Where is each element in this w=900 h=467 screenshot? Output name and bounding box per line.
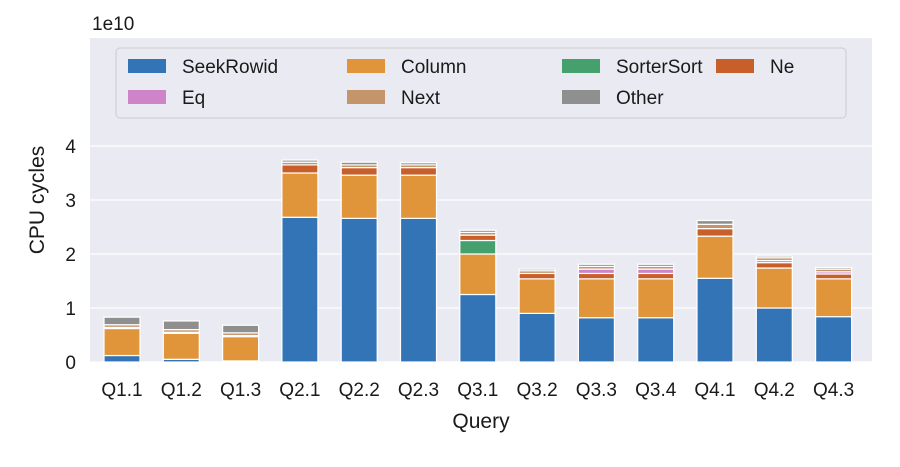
y-tick-label: 0 xyxy=(65,353,76,374)
x-tick-label: Q3.1 xyxy=(457,380,498,401)
legend-label-seekrowid: SeekRowid xyxy=(182,57,278,78)
bar-segment-ne xyxy=(340,167,378,176)
bar-segment-seekrowid xyxy=(459,293,497,363)
bar-segment-seekrowid xyxy=(637,317,675,363)
bar-segment-ne xyxy=(281,164,319,174)
legend-swatch-column xyxy=(347,59,385,73)
legend-label-sortersort: SorterSort xyxy=(616,57,703,78)
legend-label-eq: Eq xyxy=(182,88,205,109)
bar-segment-seekrowid xyxy=(399,217,438,363)
bar-segment-eq xyxy=(637,268,675,275)
bar-segment-other xyxy=(281,159,319,163)
bar-segment-seekrowid xyxy=(696,277,734,363)
bar-segment-column xyxy=(518,278,556,314)
y-tick-label: 1 xyxy=(65,299,76,320)
bar-segment-other xyxy=(755,255,793,259)
bar-segment-other xyxy=(637,263,675,268)
legend-label-other: Other xyxy=(616,88,664,109)
bar-segment-column xyxy=(637,278,675,319)
x-tick-label: Q1.2 xyxy=(161,380,202,401)
bar-segment-seekrowid xyxy=(814,316,853,363)
x-tick-label: Q1.3 xyxy=(220,380,261,401)
bar-segment-other xyxy=(399,162,438,166)
bar-segment-seekrowid xyxy=(755,307,793,363)
bar-segment-column xyxy=(459,253,497,296)
bar-segment-column xyxy=(222,336,260,362)
bar-segment-column xyxy=(103,327,141,357)
x-tick-label: Q3.4 xyxy=(635,380,677,401)
x-tick-labels: Q1.1 Q1.2 Q1.3 Q2.1 Q2.2 Q2.3 Q3.1 Q3.2 Q3.3 Q3.4… xyxy=(101,380,854,401)
bar-segment-column xyxy=(814,278,853,318)
bar-segment-ne xyxy=(696,228,734,237)
bar-segment-column xyxy=(281,172,319,218)
bar-segment-seekrowid xyxy=(577,317,616,363)
bar-segment-seekrowid xyxy=(281,216,319,363)
x-tick-label: Q3.2 xyxy=(516,380,557,401)
bars xyxy=(103,159,853,363)
y-tick-label: 4 xyxy=(65,137,76,158)
bar-segment-ne xyxy=(637,272,675,280)
bar-segment-other xyxy=(696,219,734,225)
legend-label-next: Next xyxy=(401,88,441,109)
legend-swatch-eq xyxy=(128,90,166,104)
bar-segment-other xyxy=(459,229,497,234)
legend-swatch-ne xyxy=(716,59,754,73)
y-axis-label: CPU cycles xyxy=(26,146,49,255)
bar-segment-other xyxy=(814,266,853,270)
x-tick-label: Q4.1 xyxy=(694,380,735,401)
legend-swatch-other xyxy=(562,90,600,104)
bar-segment-ne xyxy=(814,273,853,280)
bar-segment-seekrowid xyxy=(340,217,378,363)
x-tick-label: Q2.3 xyxy=(398,380,439,401)
bar-segment-ne xyxy=(755,262,793,269)
bar-segment-other xyxy=(518,268,556,272)
bar-segment-other xyxy=(162,320,200,331)
bar-segment-column xyxy=(755,267,793,309)
y-axis-offset-label: 1e10 xyxy=(92,14,134,35)
bar-segment-ne xyxy=(399,167,438,176)
bar-segment-next xyxy=(696,223,734,230)
bar-segment-ne xyxy=(518,272,556,280)
y-tick-label: 3 xyxy=(65,191,76,212)
bar-segment-seekrowid xyxy=(518,312,556,363)
x-tick-label: Q1.1 xyxy=(101,380,142,401)
x-axis-label: Query xyxy=(452,410,510,433)
bar-segment-other xyxy=(577,263,616,268)
bar-segment-column xyxy=(399,174,438,219)
bar-segment-column xyxy=(162,332,200,360)
bar-segment-other xyxy=(340,161,378,166)
legend-box xyxy=(115,47,847,119)
y-tick-labels: 0 1 2 3 4 xyxy=(65,137,76,374)
bar-segment-seekrowid xyxy=(103,354,141,363)
x-tick-label: Q3.3 xyxy=(576,380,617,401)
bar-segment-other xyxy=(103,316,141,326)
x-tick-label: Q4.2 xyxy=(754,380,795,401)
bar-segment-column xyxy=(577,278,616,319)
bar-segment-eq xyxy=(577,268,616,275)
bar-segment-ne xyxy=(459,234,497,242)
bar-segment-other xyxy=(222,324,260,334)
bar-segment-ne xyxy=(577,272,616,280)
legend-swatch-next xyxy=(347,90,385,104)
legend: SeekRowid Column SorterSort Ne Eq Next Other xyxy=(115,47,847,119)
legend-label-column: Column xyxy=(401,57,466,78)
bar-segment-column xyxy=(696,235,734,279)
x-tick-label: Q2.2 xyxy=(339,380,380,401)
legend-swatch-sortersort xyxy=(562,59,600,73)
x-tick-label: Q2.1 xyxy=(279,380,320,401)
y-tick-label: 2 xyxy=(65,245,76,266)
bar-segment-column xyxy=(340,174,378,219)
legend-swatch-seekrowid xyxy=(128,59,166,73)
x-tick-label: Q4.3 xyxy=(813,380,854,401)
bar-segment-sortersort xyxy=(459,239,497,255)
legend-label-ne: Ne xyxy=(770,57,794,78)
